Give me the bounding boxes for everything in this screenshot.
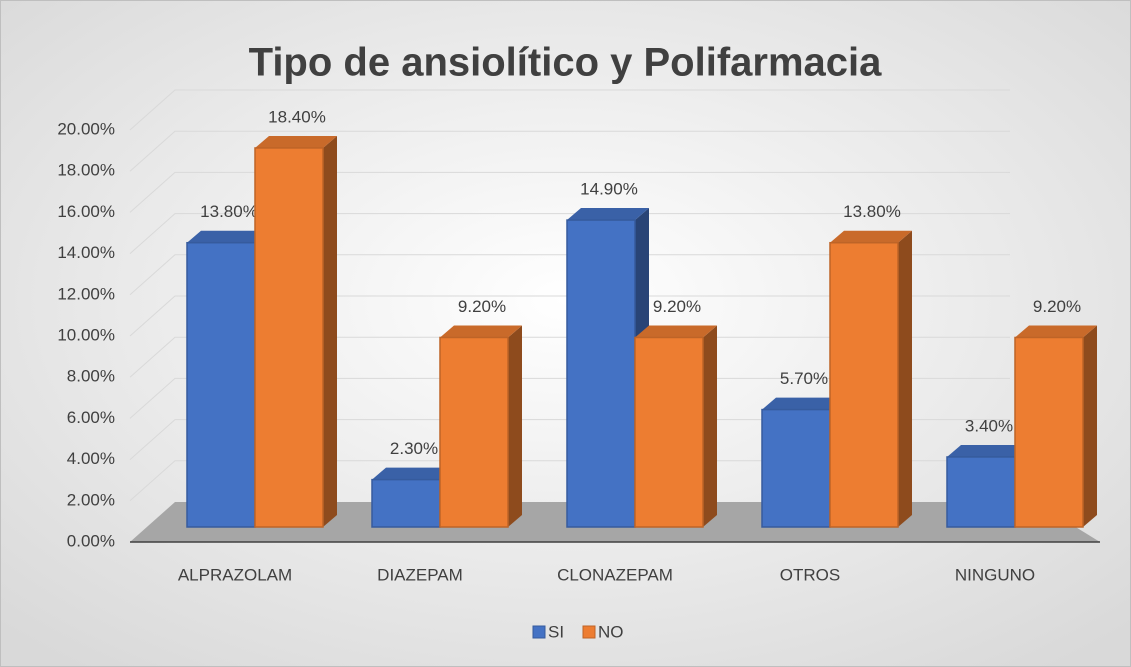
data-label: 18.40% (268, 107, 326, 126)
bar (371, 478, 441, 528)
data-label: 9.20% (458, 297, 506, 316)
x-tick-label: ALPRAZOLAM (178, 565, 292, 584)
bar-top (830, 230, 912, 243)
bar-side (898, 230, 912, 527)
bar-top (1015, 325, 1097, 338)
bar-side (323, 135, 337, 527)
bar (946, 456, 1016, 528)
grid-line (129, 377, 1010, 419)
data-label: 2.30% (390, 439, 438, 458)
bar-side (508, 325, 522, 527)
y-tick-label: 2.00% (67, 490, 115, 509)
bar-top (187, 230, 269, 243)
y-tick-label: 10.00% (57, 325, 115, 344)
grid-line (129, 213, 1010, 254)
grid-line (129, 295, 1010, 337)
bar (254, 147, 324, 528)
bar (566, 219, 636, 528)
bar-top (947, 444, 1029, 457)
legend-label: NO (598, 622, 624, 641)
data-label: 5.70% (780, 369, 828, 388)
x-tick-label: NINGUNO (955, 565, 1035, 584)
bar-top (440, 325, 522, 338)
bar-top (762, 397, 844, 410)
chart-title: Tipo de ansiolítico y Polifarmacia (249, 41, 883, 85)
grid-line (129, 171, 1010, 213)
y-tick-label: 8.00% (67, 367, 115, 386)
x-tick-label: OTROS (780, 565, 840, 584)
grid-line (129, 419, 1010, 460)
y-tick-label: 14.00% (57, 243, 115, 262)
bar (439, 336, 509, 528)
y-tick-label: 0.00% (67, 531, 115, 550)
data-label: 3.40% (965, 416, 1013, 435)
bar (829, 241, 899, 528)
legend-swatch (582, 625, 596, 639)
bar-side (1083, 325, 1097, 527)
bar (634, 336, 704, 528)
data-label: 13.80% (843, 202, 901, 221)
x-tick-label: CLONAZEPAM (557, 565, 673, 584)
legend-label: SI (548, 622, 564, 641)
y-tick-label: 12.00% (57, 284, 115, 303)
y-tick-label: 6.00% (67, 408, 115, 427)
x-tick-label: DIAZEPAM (377, 565, 463, 584)
grid-line (129, 89, 1010, 131)
bar (1014, 336, 1084, 528)
data-label: 9.20% (1033, 297, 1081, 316)
y-tick-label: 16.00% (57, 202, 115, 221)
bar-top (255, 135, 337, 148)
bar-top (372, 467, 454, 480)
y-tick-label: 20.00% (57, 119, 115, 138)
grid-line (129, 336, 1010, 378)
grid-line (129, 254, 1010, 296)
bar (761, 408, 831, 528)
data-label: 14.90% (580, 180, 638, 199)
grid-line (129, 130, 1010, 172)
bar-top (567, 208, 649, 221)
bar (186, 241, 256, 528)
bar-side (703, 325, 717, 527)
grid-line (129, 460, 1010, 502)
y-tick-label: 18.00% (57, 161, 115, 180)
data-label: 9.20% (653, 297, 701, 316)
data-label: 13.80% (200, 202, 258, 221)
bar-top (635, 325, 717, 338)
y-tick-label: 4.00% (67, 449, 115, 468)
legend-swatch (532, 625, 546, 639)
